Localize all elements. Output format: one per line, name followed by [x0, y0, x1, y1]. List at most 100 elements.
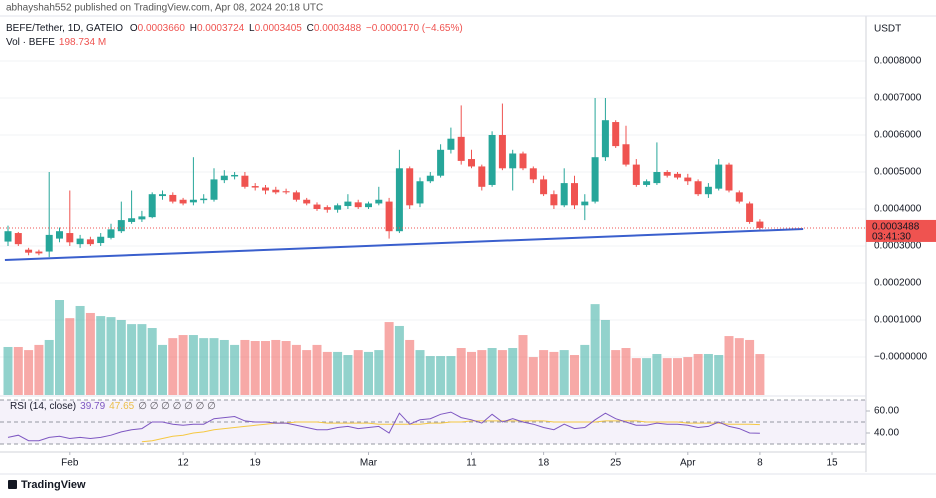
candle-body [488, 135, 496, 185]
candle-body [4, 231, 12, 242]
volume-bar [85, 312, 95, 395]
vol-name: Vol · BEFE [6, 37, 55, 48]
countdown: 03:41:30 [872, 232, 911, 243]
x-tick-label: 11 [466, 458, 477, 469]
volume-bar [745, 339, 755, 395]
volume-bar [662, 358, 672, 395]
candle-body [354, 202, 362, 208]
o: 0.0003660 [138, 23, 186, 34]
volume-bar [312, 344, 322, 395]
symbol: BEFE/Tether, 1D, GATEIO [6, 23, 123, 34]
candle-body [395, 168, 403, 232]
candle-body [704, 186, 712, 195]
volume-bar [384, 322, 394, 395]
candle-body [344, 201, 352, 207]
candle-body [498, 135, 506, 169]
volume-bar [693, 353, 703, 395]
candle-body [220, 175, 228, 181]
rsi-icons: ∅ ∅ ∅ ∅ ∅ ∅ ∅ [138, 401, 216, 412]
volume-bar [3, 346, 13, 395]
volume-bar [75, 305, 85, 395]
volume-bar [518, 335, 528, 395]
candle-body [231, 174, 239, 177]
candle-body [519, 153, 527, 169]
vol-legend: Vol · BEFE 198.734 M [6, 37, 106, 48]
volume-bar [333, 351, 343, 395]
y-tick-label: 0.0004000 [874, 204, 922, 215]
rsi-value: 39.79 [80, 401, 105, 412]
trendline [4, 227, 804, 262]
candle-body [725, 164, 733, 191]
candle-body [756, 221, 764, 228]
volume-bar [600, 319, 610, 395]
volume-bar [364, 351, 373, 395]
candle-body [437, 149, 445, 176]
volume-bar [34, 344, 44, 395]
candle-body [262, 187, 269, 191]
y-tick-label: 0.0008000 [874, 56, 922, 67]
candle-body [35, 251, 43, 254]
candle-body [735, 192, 743, 202]
h-label: H [190, 23, 197, 34]
volume-bar [199, 338, 209, 395]
volume-bar [528, 357, 538, 395]
candle-body [447, 138, 455, 150]
candle-body [251, 186, 259, 188]
volume-bar [302, 350, 312, 395]
candle-body [365, 203, 372, 208]
currency: USDT [874, 24, 901, 35]
volume-bar [96, 316, 106, 395]
volume-bar [683, 357, 693, 395]
rsi-line [7, 411, 760, 442]
candle-body [416, 181, 424, 204]
candle-body [715, 164, 723, 189]
volume-bar [734, 338, 744, 395]
candle-body [76, 238, 84, 245]
volume-bar [456, 348, 466, 395]
volume-bar [44, 339, 54, 395]
volume-bar [374, 350, 384, 395]
candle-body [323, 207, 331, 210]
candle-body [550, 194, 558, 206]
volume-bar [230, 344, 240, 395]
candle-body [746, 203, 754, 222]
volume-bar [415, 350, 425, 395]
volume-bar [436, 356, 446, 395]
volume-bar [178, 335, 188, 395]
volume-bar [642, 358, 652, 395]
candle-body [148, 194, 156, 218]
candle-body [303, 199, 311, 204]
y-tick-label: 0.0007000 [874, 93, 922, 104]
candle-body [540, 179, 548, 195]
volume-bar [559, 350, 569, 395]
volume-bar [394, 325, 404, 395]
x-tick-label: Apr [680, 458, 696, 469]
candle-body [375, 199, 383, 204]
logo-icon [8, 480, 17, 489]
candle-body [14, 233, 22, 245]
candle-body [117, 220, 125, 232]
y-tick-label: 0.0006000 [874, 130, 922, 141]
candle-body [468, 159, 475, 167]
rsi-legend: RSI (14, close) 39.79 47.65 ∅ ∅ ∅ ∅ ∅ ∅ ∅ [10, 401, 216, 412]
candle-body [674, 173, 681, 178]
y-tick-label: 0.0002000 [874, 278, 922, 289]
volume-bar [621, 348, 631, 395]
volume-bar [477, 350, 487, 395]
volume-bar [322, 351, 332, 395]
volume-bar [508, 348, 518, 395]
x-tick-label: 19 [250, 458, 262, 469]
volume-bar [240, 339, 250, 395]
volume-bar [539, 350, 549, 395]
volume-bar [137, 324, 147, 395]
candle-body [241, 175, 249, 187]
volume-bar [487, 348, 497, 395]
y-tick-label: 0.0003000 [874, 241, 922, 252]
candle-body [189, 199, 197, 203]
volume-bar [611, 350, 621, 395]
change: −0.0000170 (−4.65%) [366, 23, 463, 34]
volume-bar [291, 344, 301, 395]
candle-body [622, 144, 630, 165]
volume-bar [497, 350, 507, 395]
